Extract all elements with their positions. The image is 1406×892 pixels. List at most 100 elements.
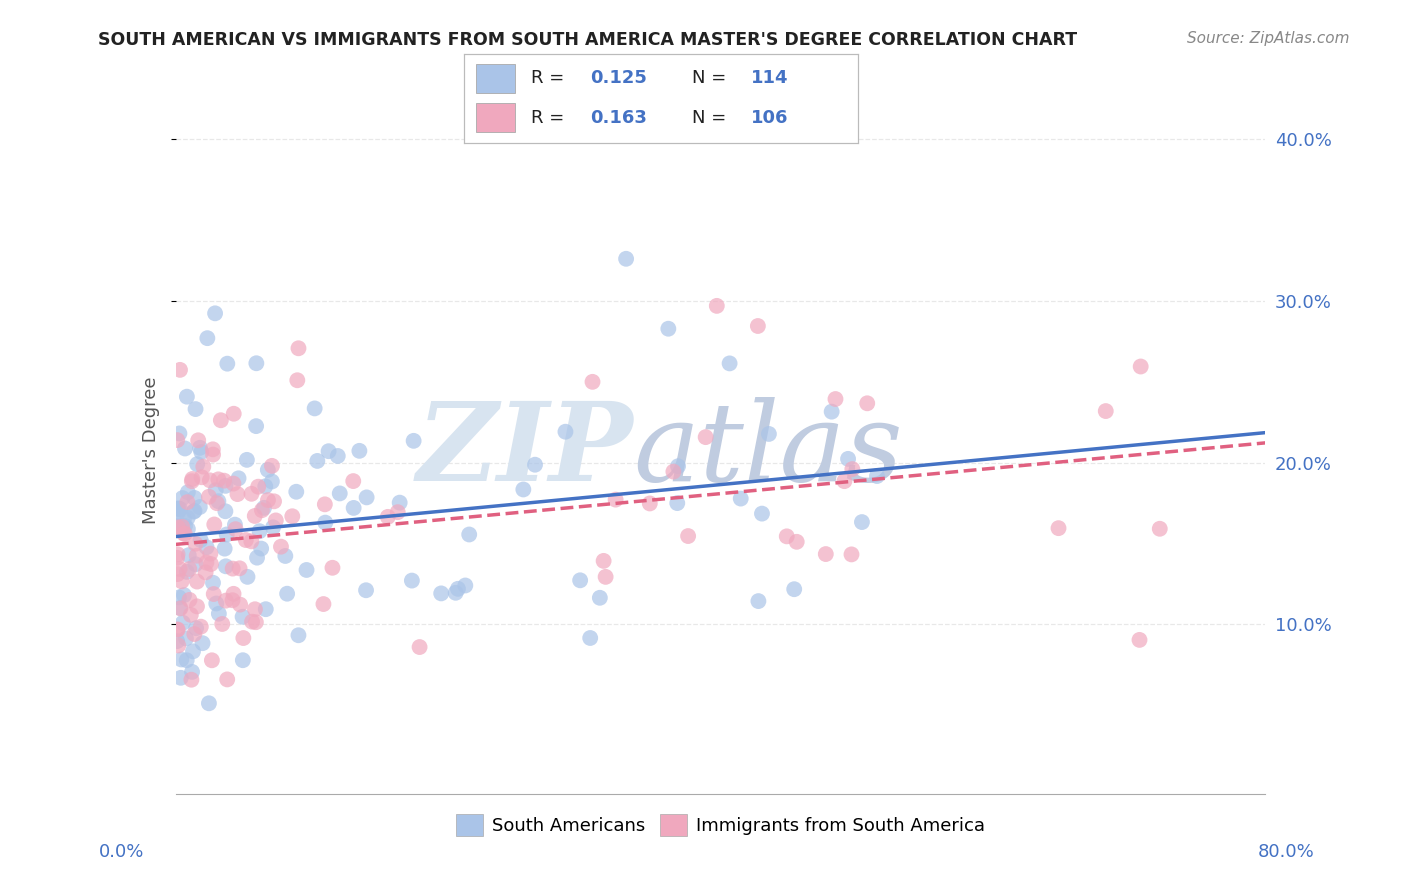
Point — [174, 519, 197, 533]
Point — [200, 557, 222, 571]
Point — [173, 512, 195, 526]
Point — [430, 586, 453, 600]
Point — [256, 463, 278, 477]
Point — [181, 665, 204, 679]
Point — [184, 558, 207, 572]
Point — [458, 527, 481, 541]
Point — [228, 561, 250, 575]
Point — [181, 472, 204, 486]
Point — [250, 503, 273, 517]
Point — [228, 471, 250, 485]
Point — [191, 636, 214, 650]
Point — [167, 639, 190, 653]
Point — [176, 495, 198, 509]
Point — [179, 562, 201, 576]
Point — [444, 586, 467, 600]
Legend: South Americans, Immigrants from South America: South Americans, Immigrants from South A… — [449, 806, 993, 843]
Point — [318, 444, 340, 458]
Point — [176, 511, 198, 525]
Point — [747, 594, 769, 608]
Point — [786, 534, 808, 549]
Point — [821, 404, 844, 418]
Point — [254, 602, 277, 616]
Point — [166, 550, 188, 565]
Point — [211, 617, 233, 632]
Point — [201, 442, 224, 457]
Point — [167, 505, 190, 519]
Point — [314, 516, 336, 530]
Point — [1129, 359, 1152, 374]
Point — [205, 496, 228, 510]
Point — [264, 513, 287, 527]
Point — [281, 509, 304, 524]
FancyBboxPatch shape — [475, 103, 515, 132]
Point — [270, 540, 292, 554]
Point — [172, 615, 194, 630]
Point — [236, 453, 259, 467]
Point — [169, 601, 191, 615]
Point — [824, 392, 846, 406]
Point — [217, 673, 239, 687]
Point — [186, 457, 208, 471]
Text: 106: 106 — [751, 109, 789, 127]
Point — [295, 563, 318, 577]
Point — [579, 631, 602, 645]
Point — [841, 462, 863, 476]
Point — [201, 653, 224, 667]
Point — [1149, 522, 1171, 536]
Point — [195, 331, 218, 345]
Point — [186, 599, 208, 614]
Point — [856, 396, 879, 410]
Point — [205, 597, 228, 611]
Point — [524, 458, 547, 472]
Point — [387, 505, 409, 519]
Point — [181, 644, 204, 658]
Point — [307, 454, 329, 468]
Point — [183, 627, 205, 641]
Point — [169, 502, 191, 516]
Point — [180, 607, 202, 622]
Text: 114: 114 — [751, 70, 789, 87]
Point — [166, 623, 188, 637]
Point — [166, 433, 188, 447]
Point — [184, 402, 207, 417]
Point — [188, 441, 211, 455]
Point — [554, 425, 576, 439]
Point — [349, 443, 371, 458]
Point — [198, 473, 221, 487]
Point — [183, 505, 205, 519]
Point — [180, 673, 202, 687]
Point — [257, 493, 280, 508]
Point — [167, 591, 190, 605]
Point — [167, 501, 190, 516]
Point — [304, 401, 326, 416]
Point — [245, 419, 267, 434]
Point — [229, 598, 252, 612]
Point — [204, 306, 226, 320]
Point — [214, 479, 236, 493]
Point — [173, 588, 195, 602]
Point — [183, 491, 205, 505]
Point — [173, 526, 195, 541]
Point — [224, 517, 246, 532]
Text: atlas: atlas — [633, 397, 903, 504]
Point — [595, 570, 617, 584]
Text: SOUTH AMERICAN VS IMMIGRANTS FROM SOUTH AMERICA MASTER'S DEGREE CORRELATION CHAR: SOUTH AMERICAN VS IMMIGRANTS FROM SOUTH … — [98, 31, 1077, 49]
Point — [195, 541, 218, 555]
Point — [169, 426, 191, 441]
Point — [866, 469, 889, 483]
Point — [814, 547, 837, 561]
Point — [245, 615, 267, 630]
Point — [186, 549, 208, 563]
Point — [169, 562, 191, 576]
Point — [222, 407, 245, 421]
Point — [247, 480, 270, 494]
Point — [276, 587, 298, 601]
Point — [180, 474, 202, 488]
Text: 0.0%: 0.0% — [98, 843, 143, 861]
Point — [260, 475, 283, 489]
Text: 0.163: 0.163 — [591, 109, 647, 127]
Point — [207, 472, 229, 486]
Point — [454, 578, 477, 592]
Point — [614, 252, 637, 266]
